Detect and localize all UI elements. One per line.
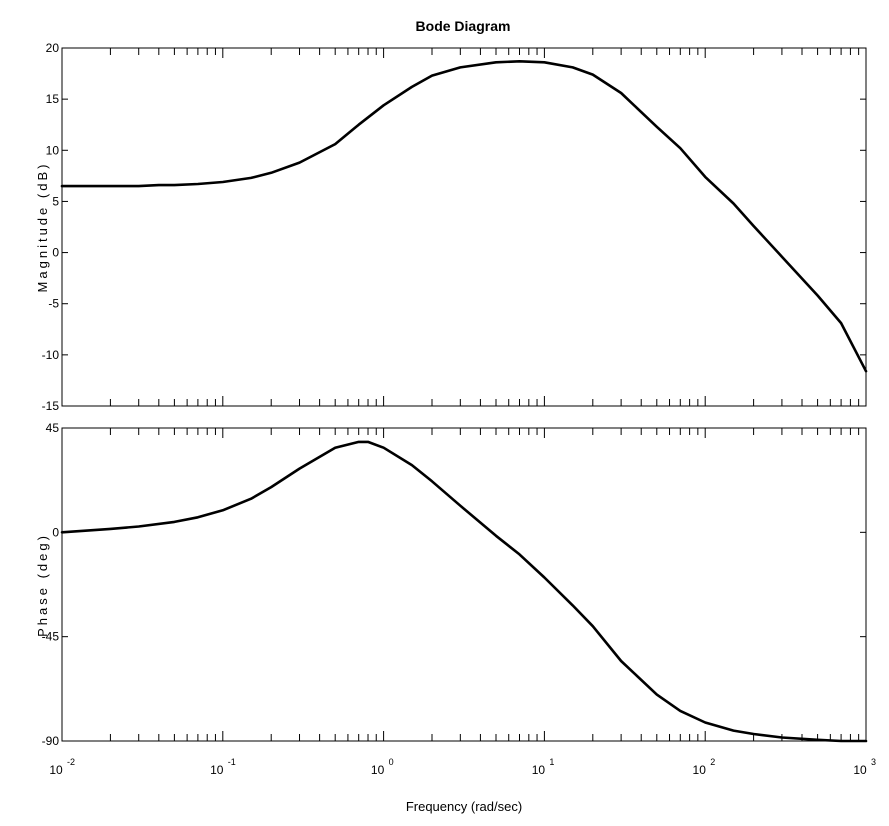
phase-y-axis-label: Phase (deg)	[35, 533, 50, 637]
magnitude-series-line	[60, 60, 868, 373]
x-tick-label: 10	[532, 763, 546, 777]
magnitude-panel: 20 15 10 5 0 -5 -10 -15 Magnitude (dB)	[35, 41, 868, 413]
phase-y-tick-label: -45	[42, 630, 60, 644]
phase-plot-frame	[61, 427, 867, 742]
phase-panel: 45 0 -45 -90 Phase (deg)	[35, 421, 868, 748]
x-tick-label: 10	[210, 763, 224, 777]
magnitude-y-tick-label: 15	[46, 92, 60, 106]
x-tick-label: 10	[853, 763, 867, 777]
magnitude-y-tick-label: 20	[46, 41, 60, 55]
magnitude-plot-frame	[61, 47, 867, 407]
magnitude-y-tick-label: -10	[42, 348, 60, 362]
magnitude-y-axis-label: Magnitude (dB)	[35, 162, 50, 293]
x-tick-label-exponent: 3	[871, 757, 876, 767]
magnitude-y-tick-label: -5	[48, 297, 59, 311]
magnitude-y-tick-label: 5	[52, 194, 59, 208]
x-tick-label-exponent: 0	[389, 757, 394, 767]
x-tick-label: 10	[49, 763, 63, 777]
chart-title: Bode Diagram	[416, 18, 511, 34]
phase-series-line	[60, 440, 868, 743]
phase-y-tick-label: 0	[52, 525, 59, 539]
phase-y-tick-label: 45	[46, 421, 60, 435]
magnitude-y-tick-label: -15	[42, 399, 60, 413]
x-tick-label: 10	[693, 763, 707, 777]
x-tick-label-exponent: 1	[549, 757, 554, 767]
magnitude-y-tick-label: 10	[46, 143, 60, 157]
phase-y-tick-label: -90	[42, 734, 60, 748]
x-tick-label-exponent: -2	[67, 757, 75, 767]
x-tick-label-exponent: -1	[228, 757, 236, 767]
magnitude-y-tick-label: 0	[52, 246, 59, 260]
x-tick-label-exponent: 2	[710, 757, 715, 767]
x-tick-label: 10	[371, 763, 385, 777]
x-axis-label: Frequency (rad/sec)	[406, 799, 522, 814]
